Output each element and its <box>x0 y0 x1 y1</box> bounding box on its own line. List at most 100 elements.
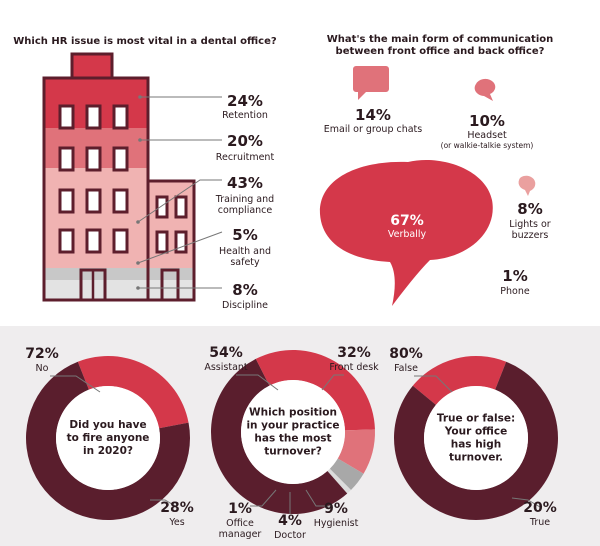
donut-leader-line <box>414 375 453 393</box>
comm-percent-email: 14% <box>355 106 391 124</box>
donut-percent: 1% <box>228 501 252 517</box>
comm-label-lights: Lights or <box>509 219 550 230</box>
building-window <box>174 195 188 219</box>
donut-segment-false <box>393 361 558 520</box>
comm-label-lights: buzzers <box>512 230 549 241</box>
comm-label-headset: Headset <box>467 130 507 141</box>
donut-leader-line <box>50 375 101 393</box>
donut-center-text: True or false: <box>437 413 515 425</box>
building-window <box>112 188 129 214</box>
donut-leader-line <box>511 497 541 508</box>
comm-percent-headset: 10% <box>469 112 505 130</box>
annex-band-health <box>148 268 194 280</box>
donut-hole <box>56 386 160 490</box>
donut-label: Front desk <box>329 362 379 373</box>
verbal-bubble-icon <box>319 159 493 306</box>
donut-center-text: Which position <box>249 407 337 419</box>
comm-label-email: Email or group chats <box>324 124 423 135</box>
building-window <box>58 146 75 172</box>
donut-leader-line <box>236 374 279 391</box>
building-window <box>155 195 169 219</box>
lights-bubble-icon <box>518 175 536 196</box>
band-discipline <box>44 280 148 300</box>
hr-percent: 5% <box>232 226 257 244</box>
donut-label: Assistant <box>204 362 248 373</box>
donut-label: No <box>36 363 49 374</box>
donut-percent: 9% <box>324 501 348 517</box>
building-window <box>58 104 75 130</box>
donut-label: Doctor <box>274 530 306 541</box>
hr-label: Recruitment <box>216 152 275 163</box>
donut-hole <box>424 386 528 490</box>
comm-percent-lights: 8% <box>517 200 542 218</box>
building-window <box>58 188 75 214</box>
hr-leader-line <box>137 179 222 223</box>
donut-center-text: turnover? <box>264 446 322 458</box>
annex-band-discipline <box>148 280 194 300</box>
building-window <box>112 228 129 254</box>
donut-percent: 4% <box>278 513 302 529</box>
donut-center-text: in 2020? <box>83 445 133 457</box>
donut-segment-front-desk <box>255 350 375 431</box>
hr-label: compliance <box>218 205 273 216</box>
building-roof <box>70 52 114 80</box>
comm-label-verbal: Verbally <box>388 229 427 240</box>
donut-segment-yes <box>77 356 189 429</box>
donut-segment-assistant <box>210 358 348 514</box>
donut-segment-true <box>412 356 507 405</box>
hr-label: safety <box>230 257 260 268</box>
donut-leader-line <box>305 489 330 507</box>
hr-leader-dot <box>138 138 142 142</box>
donut-label: manager <box>219 529 262 540</box>
hr-leader-dot <box>136 220 140 224</box>
donut-label: True <box>529 517 550 528</box>
band-health <box>44 268 148 280</box>
donut-label: Office <box>226 518 254 529</box>
donut-center-text: Did you have <box>69 419 146 431</box>
donut-label: Yes <box>168 517 184 528</box>
donut-leader-line <box>250 489 277 507</box>
hr-panel-title: Which HR issue is most vital in a dental… <box>13 36 277 47</box>
donut-percent: 32% <box>337 345 371 361</box>
donut-center-text: to fire anyone <box>67 432 150 444</box>
hr-label: Discipline <box>222 300 268 311</box>
hr-percent: 8% <box>232 281 257 299</box>
email-bubble-icon <box>353 66 389 100</box>
building-window <box>174 230 188 254</box>
building-window <box>85 104 102 130</box>
hr-percent: 43% <box>227 174 263 192</box>
comm-panel-title: What's the main form of communication <box>327 34 553 45</box>
hr-leader-dot <box>136 261 140 265</box>
headset-bubble-icon <box>474 78 496 101</box>
hr-leader-dot <box>136 286 140 290</box>
donut-center-text: in your practice <box>246 420 339 432</box>
donut-center-text: Your office <box>444 426 507 438</box>
annex-band-training <box>148 181 194 268</box>
donut-center-text: has the most <box>254 433 331 445</box>
donut-percent: 80% <box>389 346 423 362</box>
hr-label: Health and <box>219 246 271 257</box>
donut-percent: 72% <box>25 346 59 362</box>
annex-door <box>160 268 180 302</box>
building-illustration <box>42 52 196 302</box>
donut-segment-office-manager <box>327 468 351 494</box>
donut-leader-line <box>321 374 344 391</box>
comm-percent-phone: 1% <box>502 267 527 285</box>
donut-segment-no <box>26 361 190 520</box>
comm-percent-verbal: 67% <box>390 213 424 229</box>
donut-percent: 20% <box>523 500 557 516</box>
donut-leader-line <box>150 499 178 508</box>
building-window <box>85 146 102 172</box>
donut-segment-doctor <box>329 458 364 490</box>
donut-label: False <box>394 363 418 374</box>
donut-label: Hygienist <box>314 518 359 529</box>
building-window <box>112 104 129 130</box>
hr-leader-dot <box>138 95 142 99</box>
comm-label-headset: (or walkie-talkie system) <box>441 141 534 150</box>
comm-panel-title: between front office and back office? <box>336 46 545 57</box>
hr-percent: 20% <box>227 132 263 150</box>
building-window <box>155 230 169 254</box>
comm-label-phone: Phone <box>500 286 530 297</box>
donut-percent: 28% <box>160 500 194 516</box>
